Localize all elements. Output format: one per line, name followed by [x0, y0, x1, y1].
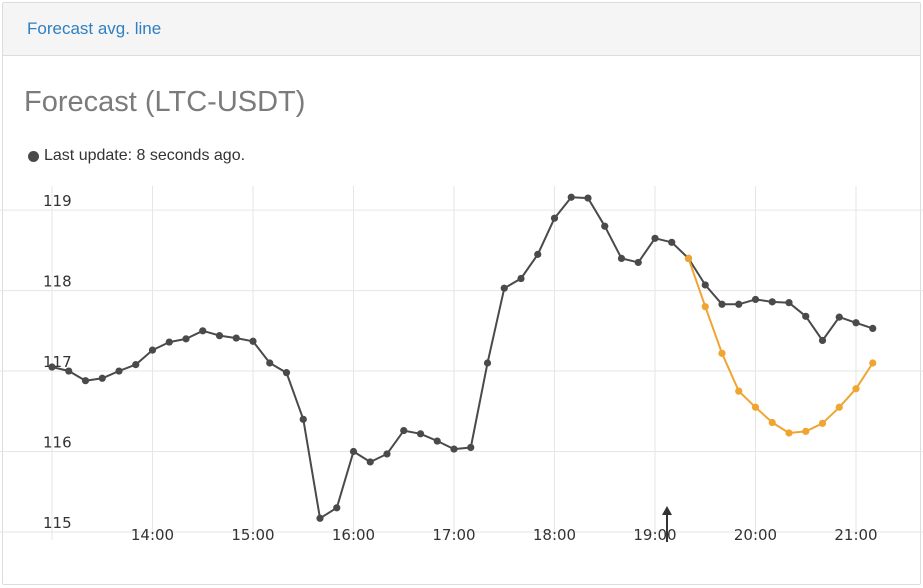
actual-data-point[interactable] [266, 359, 274, 367]
x-tick-label: 17:00 [432, 526, 475, 544]
forecast-data-point[interactable] [802, 427, 810, 435]
last-update-status: Last update: 8 seconds ago. [28, 147, 245, 165]
forecast-data-point[interactable] [835, 403, 843, 411]
actual-data-point[interactable] [768, 298, 776, 306]
actual-data-point[interactable] [400, 426, 408, 435]
actual-data-point[interactable] [416, 430, 425, 438]
actual-data-point[interactable] [450, 445, 458, 453]
actual-data-point[interactable] [383, 450, 391, 458]
chart-annotations [662, 506, 672, 542]
chart-series [48, 193, 877, 522]
actual-data-point[interactable] [651, 234, 659, 242]
actual-data-point[interactable] [165, 338, 173, 346]
actual-data-point[interactable] [802, 312, 810, 320]
actual-data-point[interactable] [349, 447, 358, 456]
actual-data-point[interactable] [299, 415, 307, 423]
actual-data-point[interactable] [316, 514, 324, 522]
actual-data-point[interactable] [232, 334, 240, 342]
actual-data-point[interactable] [433, 437, 441, 445]
actual-data-point[interactable] [500, 284, 508, 292]
actual-data-point[interactable] [617, 254, 626, 263]
actual-data-point[interactable] [852, 319, 860, 327]
panel-header: Forecast avg. line [3, 3, 920, 56]
x-tick-label: 16:00 [332, 526, 375, 544]
forecast-data-point[interactable] [684, 254, 693, 263]
actual-data-point[interactable] [534, 250, 542, 258]
y-tick-label: 118 [43, 273, 72, 291]
actual-data-point[interactable] [81, 377, 90, 385]
actual-data-point[interactable] [132, 361, 140, 369]
actual-data-point[interactable] [199, 327, 207, 335]
actual-data-point[interactable] [601, 222, 609, 230]
actual-data-point[interactable] [48, 363, 56, 371]
forecast-data-point[interactable] [751, 403, 760, 411]
forecast-data-point[interactable] [785, 429, 793, 437]
actual-data-point[interactable] [517, 274, 525, 283]
actual-data-point[interactable] [735, 300, 743, 308]
actual-data-point[interactable] [835, 313, 843, 321]
forecast-data-point[interactable] [818, 419, 827, 427]
actual-data-point[interactable] [751, 295, 760, 304]
actual-data-point[interactable] [567, 193, 575, 201]
forecast-data-point[interactable] [735, 387, 743, 395]
actual-data-point[interactable] [249, 337, 257, 345]
status-dot-icon [28, 150, 39, 162]
chart-title: Forecast (LTC-USDT) [24, 86, 306, 118]
actual-data-point[interactable] [668, 238, 676, 246]
last-update-text: Last update: 8 seconds ago. [44, 147, 246, 164]
actual-data-point[interactable] [98, 374, 106, 382]
actual-data-point[interactable] [785, 299, 793, 307]
actual-data-point[interactable] [718, 300, 726, 308]
y-tick-label: 116 [43, 434, 72, 452]
actual-data-point[interactable] [115, 367, 123, 375]
actual-data-point[interactable] [818, 336, 827, 345]
forecast-data-point[interactable] [701, 303, 709, 311]
x-tick-label: 21:00 [834, 526, 877, 544]
actual-data-point[interactable] [148, 346, 157, 354]
forecast-series-line [687, 258, 874, 434]
y-tick-label: 119 [43, 192, 72, 210]
up-arrow-icon [662, 506, 672, 542]
x-tick-label: 15:00 [231, 526, 274, 544]
forecast-data-point[interactable] [768, 418, 776, 427]
actual-data-point[interactable] [282, 369, 291, 377]
actual-data-point[interactable] [550, 214, 559, 222]
x-axis-ticks: 14:00 15:00 16:00 17:00 18:00 19:00 20:00 21:00 [131, 526, 878, 544]
actual-data-point[interactable] [65, 367, 73, 375]
x-tick-label: 14:00 [131, 526, 174, 544]
forecast-data-point[interactable] [852, 385, 860, 393]
actual-data-point[interactable] [366, 458, 374, 466]
actual-data-point[interactable] [333, 504, 341, 512]
actual-data-point[interactable] [483, 359, 492, 367]
panel-title-link[interactable]: Forecast avg. line [27, 19, 162, 38]
y-tick-label: 115 [43, 514, 72, 532]
forecast-data-point[interactable] [869, 359, 877, 367]
actual-data-point[interactable] [701, 281, 709, 289]
chart-grid [0, 186, 923, 540]
x-tick-label: 18:00 [533, 526, 576, 544]
actual-data-point[interactable] [467, 443, 475, 452]
actual-data-point[interactable] [182, 335, 190, 343]
actual-data-point[interactable] [584, 194, 592, 202]
actual-data-point[interactable] [869, 324, 877, 333]
x-tick-label: 19:00 [633, 526, 676, 544]
actual-data-point[interactable] [215, 332, 224, 340]
actual-data-point[interactable] [634, 258, 642, 267]
forecast-data-point[interactable] [718, 349, 726, 357]
actual-series-line [51, 196, 874, 520]
x-tick-label: 20:00 [734, 526, 777, 544]
